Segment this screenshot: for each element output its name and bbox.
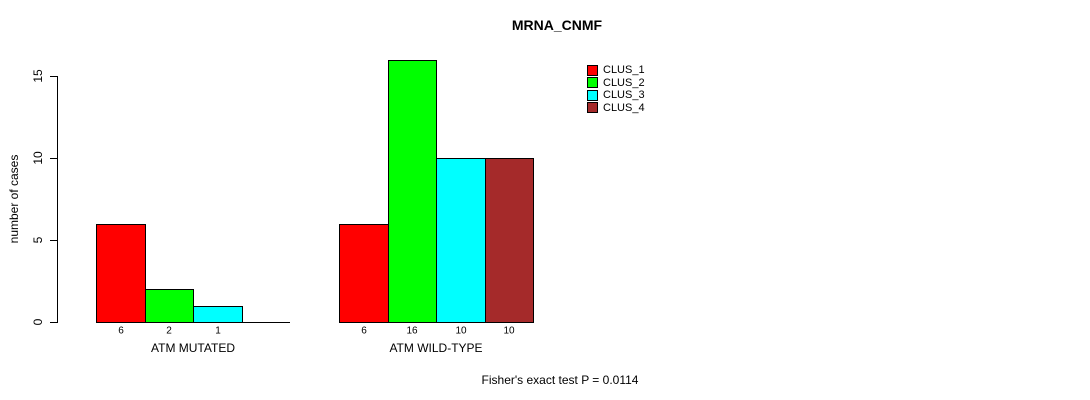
- bar-value-label: 6: [118, 325, 124, 337]
- y-axis-label: number of cases: [7, 154, 21, 244]
- y-tick-mark: [50, 240, 57, 241]
- x-category-label: ATM MUTATED: [151, 341, 235, 355]
- legend-swatch-icon: [587, 89, 598, 101]
- legend-label: CLUS_4: [603, 101, 645, 114]
- legend-label: CLUS_3: [603, 89, 645, 102]
- legend-row: CLUS_4: [587, 102, 645, 115]
- x-category-label: ATM WILD-TYPE: [389, 341, 483, 355]
- bar-value-label: 10: [455, 325, 467, 337]
- bar-clus_1-2: [339, 224, 389, 323]
- bar-value-label: 16: [406, 325, 418, 337]
- y-tick-mark: [50, 322, 57, 323]
- y-tick-label: 5: [31, 236, 45, 244]
- bar-clus_2-2: [388, 60, 437, 323]
- bar-clus_4-2: [485, 158, 534, 323]
- bar-clus_3-1: [193, 306, 243, 323]
- bar-clus_3-2: [436, 158, 486, 323]
- chart-title: MRNA_CNMF: [511, 17, 603, 33]
- legend-row: CLUS_3: [587, 89, 645, 102]
- legend-swatch-icon: [587, 64, 598, 76]
- bar-clus_1-1: [96, 224, 146, 323]
- bar-value-label: 6: [361, 325, 367, 337]
- y-tick-mark: [50, 158, 57, 159]
- fisher-test-caption: Fisher's exact test P = 0.0114: [481, 373, 639, 387]
- legend: CLUS_1 CLUS_2 CLUS_3 CLUS_4: [587, 64, 645, 114]
- bar-value-label: 10: [503, 325, 515, 337]
- legend-label: CLUS_2: [603, 76, 645, 89]
- y-axis-line: [57, 76, 58, 323]
- legend-label: CLUS_1: [603, 64, 645, 77]
- y-tick-label: 10: [31, 151, 45, 165]
- bar-clus_2-1: [145, 289, 194, 323]
- legend-swatch-icon: [587, 77, 598, 89]
- legend-swatch-icon: [587, 102, 598, 114]
- bar-value-label: 1: [215, 325, 221, 337]
- y-tick-mark: [50, 76, 57, 77]
- y-tick-label: 0: [31, 318, 45, 326]
- legend-row: CLUS_1: [587, 64, 645, 77]
- y-tick-label: 15: [31, 69, 45, 83]
- legend-row: CLUS_2: [587, 77, 645, 90]
- bar-value-label: 2: [166, 325, 172, 337]
